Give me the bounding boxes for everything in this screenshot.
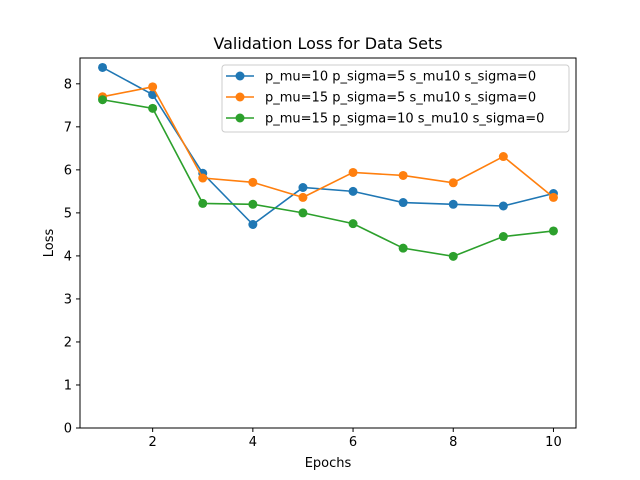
data-point [548,226,558,236]
data-point [448,199,458,209]
x-tick-label: 10 [545,435,562,450]
x-axis-ticks: 2 4 6 8 10 [149,428,562,450]
data-point [498,152,508,162]
data-point [448,178,458,188]
data-point [348,167,358,177]
y-axis-ticks: 0 1 2 3 4 5 6 7 8 [64,77,80,437]
legend-label: p_mu=10 p_sigma=5 s_mu10 s_sigma=0 [265,70,536,85]
legend-swatch-marker [235,92,245,102]
legend-box [221,64,570,133]
data-point [298,183,308,192]
data-point [98,95,108,105]
data-point [298,208,308,218]
legend: p_mu=10 p_sigma=5 s_mu10 s_sigma=0 p_mu=1… [221,64,570,133]
data-point [248,199,258,209]
data-point [148,82,158,92]
x-tick-label: 8 [449,435,457,450]
data-point [348,219,358,229]
y-axis-label: Loss [42,229,57,258]
x-tick-label: 6 [349,435,357,450]
data-point [248,177,258,187]
data-point [248,220,258,229]
plot-area [79,57,577,429]
data-point [198,198,208,208]
series-2 [98,82,558,202]
legend-swatch-marker [235,71,245,81]
y-tick-label: 0 [64,422,72,437]
legend-label: p_mu=15 p_sigma=5 s_mu10 s_sigma=0 [265,91,536,106]
data-point [498,201,508,211]
legend-swatch-marker [235,113,245,123]
legend-item: p_mu=10 p_sigma=5 s_mu10 s_sigma=0 [226,70,536,85]
y-tick-label: 8 [64,77,72,92]
x-tick-label: 2 [149,435,157,450]
y-tick-label: 1 [64,378,72,393]
legend-label: p_mu=15 p_sigma=10 s_mu10 s_sigma=0 [265,112,544,127]
y-tick-label: 2 [64,335,72,350]
series-layer [98,62,558,261]
legend-item: p_mu=15 p_sigma=5 s_mu10 s_sigma=0 [226,91,536,106]
x-axis-label: Epochs [305,456,352,471]
data-point [298,192,308,202]
series-line [102,85,554,199]
data-point [148,103,158,113]
x-tick-label: 4 [249,435,257,450]
data-point [398,170,408,180]
data-point [448,251,458,261]
plot-frame [79,57,577,429]
series-line [102,98,554,258]
y-tick-label: 7 [64,120,72,135]
series-3 [98,95,558,261]
data-point [198,173,208,183]
data-point [98,62,108,72]
y-tick-label: 6 [64,163,72,178]
data-point [498,232,508,242]
data-point [398,243,408,253]
legend-item: p_mu=15 p_sigma=10 s_mu10 s_sigma=0 [226,112,544,127]
data-point [548,192,558,202]
chart-title: Validation Loss for Data Sets [213,34,442,53]
data-point [398,198,408,208]
y-tick-label: 4 [64,249,72,264]
y-tick-label: 5 [64,206,72,221]
data-point [348,186,358,196]
y-tick-label: 3 [64,292,72,307]
